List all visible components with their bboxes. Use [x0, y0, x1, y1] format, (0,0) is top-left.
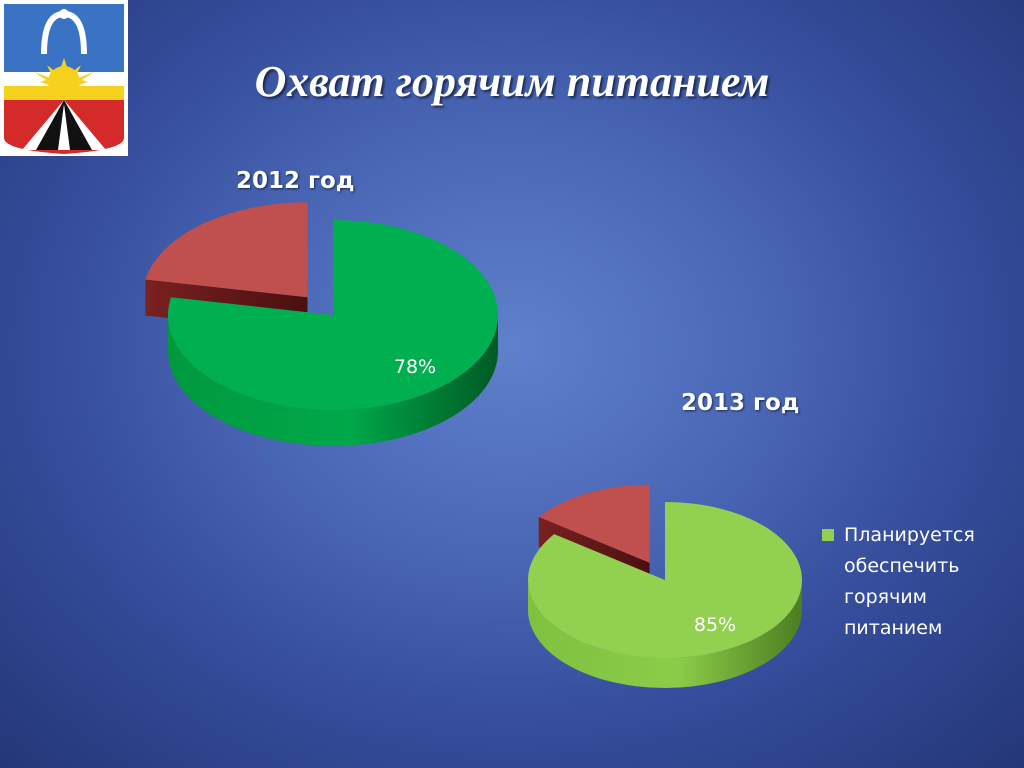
- slide-title: Охват горячим питанием: [254, 57, 770, 106]
- pie-2012-data-label: 78%: [394, 356, 436, 378]
- chart-title-2012: 2012 год: [236, 168, 355, 194]
- pie-2013-data-label: 85%: [694, 614, 736, 636]
- pie-2012-slice-other: [145, 202, 308, 298]
- pie-2013-slice-covered-side: [528, 580, 802, 688]
- pie-2012: 78%: [145, 202, 499, 446]
- legend-entry: Планируется обеспечить горячим питанием: [844, 524, 975, 639]
- chart-title-2013: 2013 год: [681, 390, 800, 416]
- pie-2013-slice-covered: [528, 502, 803, 659]
- legend-swatch: [822, 529, 834, 541]
- pie-2012-slice-covered: [167, 220, 499, 411]
- pie-2012-slice-covered-side: [168, 315, 498, 446]
- pie-2013-slice-other: [538, 484, 650, 563]
- pie-2013: 85%: [528, 484, 803, 688]
- coat-of-arms-logo: [0, 0, 128, 156]
